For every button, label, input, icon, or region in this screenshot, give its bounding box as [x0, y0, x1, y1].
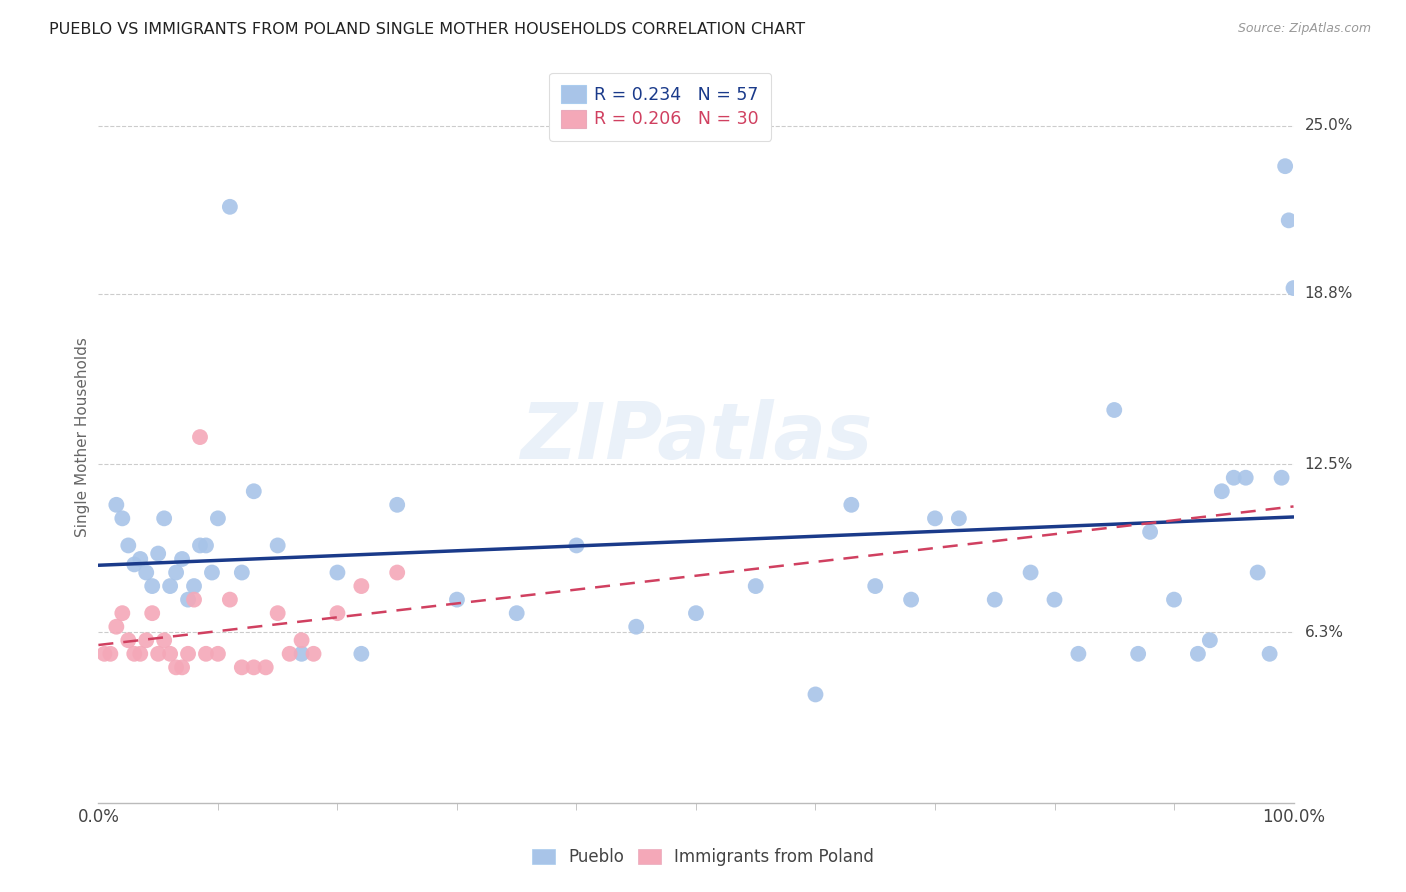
Point: [924, 511, 946, 525]
Point: [207, 647, 229, 661]
Point: [291, 633, 314, 648]
Point: [1211, 484, 1233, 499]
Point: [326, 606, 349, 620]
Point: [1067, 647, 1090, 661]
Point: [685, 606, 707, 620]
Point: [243, 660, 266, 674]
Point: [201, 566, 224, 580]
Point: [565, 538, 588, 552]
Point: [105, 498, 128, 512]
Point: [195, 538, 218, 552]
Point: [135, 633, 157, 648]
Point: [231, 660, 253, 674]
Point: [188, 430, 211, 444]
Point: [1019, 566, 1042, 580]
Point: [385, 566, 409, 580]
Point: [326, 566, 349, 580]
Point: [153, 511, 176, 525]
Point: [183, 579, 205, 593]
Point: [745, 579, 768, 593]
Text: PUEBLO VS IMMIGRANTS FROM POLAND SINGLE MOTHER HOUSEHOLDS CORRELATION CHART: PUEBLO VS IMMIGRANTS FROM POLAND SINGLE …: [49, 22, 806, 37]
Point: [105, 620, 128, 634]
Point: [291, 647, 314, 661]
Point: [1139, 524, 1161, 539]
Point: [219, 200, 242, 214]
Point: [1104, 403, 1126, 417]
Point: [1199, 633, 1222, 648]
Point: [148, 547, 170, 561]
Point: [172, 552, 194, 566]
Point: [1271, 471, 1294, 485]
Point: [1043, 592, 1066, 607]
Point: [385, 498, 409, 512]
Point: [1258, 647, 1281, 661]
Point: [243, 484, 266, 499]
Point: [129, 647, 152, 661]
Point: [159, 647, 181, 661]
Point: [98, 647, 122, 661]
Point: [1163, 592, 1185, 607]
Point: [117, 538, 139, 552]
Point: [135, 566, 157, 580]
Point: [172, 660, 194, 674]
Point: [446, 592, 468, 607]
Point: [177, 647, 200, 661]
Point: [141, 606, 163, 620]
Point: [177, 592, 200, 607]
Point: [195, 647, 218, 661]
Point: [350, 647, 373, 661]
Point: [865, 579, 887, 593]
Point: [841, 498, 863, 512]
Point: [1278, 213, 1301, 227]
Point: [1274, 159, 1296, 173]
Point: [278, 647, 301, 661]
Point: [506, 606, 529, 620]
Point: [948, 511, 970, 525]
Legend: R = 0.234   N = 57, R = 0.206   N = 30: R = 0.234 N = 57, R = 0.206 N = 30: [550, 73, 770, 141]
Point: [1128, 647, 1150, 661]
Point: [207, 511, 229, 525]
Point: [129, 552, 152, 566]
Point: [117, 633, 139, 648]
Point: [1187, 647, 1209, 661]
Point: [1234, 471, 1257, 485]
Point: [153, 633, 176, 648]
Text: 12.5%: 12.5%: [1305, 457, 1353, 472]
Point: [93, 647, 115, 661]
Point: [1282, 281, 1305, 295]
Point: [219, 592, 242, 607]
Text: ZIPatlas: ZIPatlas: [520, 399, 872, 475]
Text: 25.0%: 25.0%: [1305, 118, 1353, 133]
Point: [900, 592, 922, 607]
Point: [267, 606, 290, 620]
Point: [188, 538, 211, 552]
Point: [1247, 566, 1270, 580]
Legend: Pueblo, Immigrants from Poland: Pueblo, Immigrants from Poland: [523, 840, 883, 875]
Point: [1223, 471, 1246, 485]
Point: [231, 566, 253, 580]
Point: [141, 579, 163, 593]
Point: [302, 647, 325, 661]
Point: [626, 620, 648, 634]
Text: Source: ZipAtlas.com: Source: ZipAtlas.com: [1237, 22, 1371, 36]
Text: 6.3%: 6.3%: [1305, 624, 1344, 640]
Y-axis label: Single Mother Households: Single Mother Households: [75, 337, 90, 537]
Point: [984, 592, 1007, 607]
Point: [124, 647, 146, 661]
Point: [165, 660, 187, 674]
Point: [804, 688, 827, 702]
Point: [111, 606, 134, 620]
Text: 18.8%: 18.8%: [1305, 286, 1353, 301]
Point: [350, 579, 373, 593]
Point: [165, 566, 187, 580]
Point: [183, 592, 205, 607]
Point: [148, 647, 170, 661]
Point: [159, 579, 181, 593]
Point: [254, 660, 277, 674]
Point: [111, 511, 134, 525]
Point: [267, 538, 290, 552]
Point: [124, 558, 146, 572]
